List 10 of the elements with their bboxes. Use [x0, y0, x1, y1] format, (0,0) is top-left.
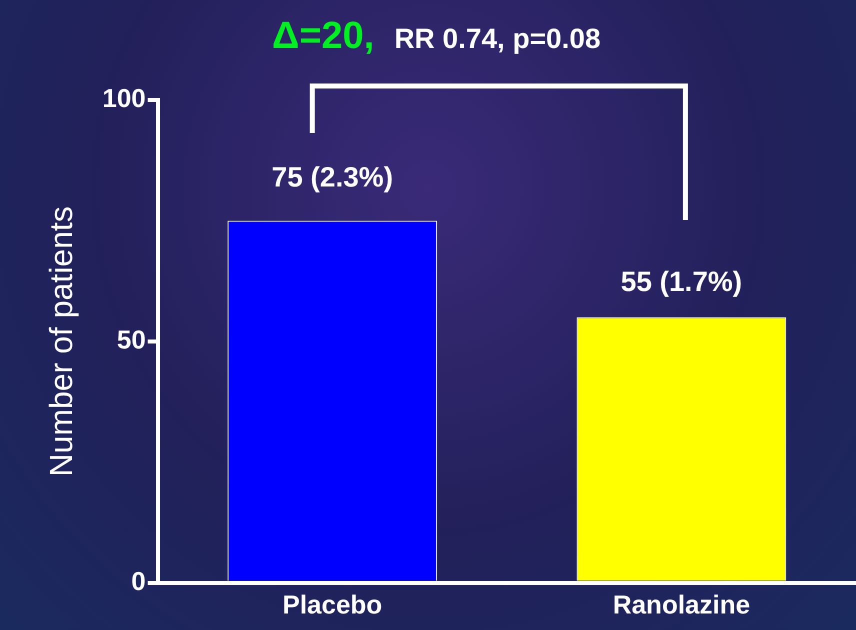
y-axis-title: Number of patients [43, 206, 80, 477]
x-tick-label: Placebo [282, 590, 382, 620]
text: Δ=20, [272, 15, 374, 57]
y-tick-label: 100 [102, 83, 146, 114]
data-label: 55 (1.7%) [620, 266, 742, 297]
text: RR 0.74, p=0.08 [394, 23, 601, 54]
data-label: 75 (2.3%) [272, 161, 394, 192]
y-tick-label: 0 [131, 566, 146, 596]
x-tick-label: Ranolazine [612, 590, 750, 620]
y-tick-label: 50 [116, 324, 146, 355]
